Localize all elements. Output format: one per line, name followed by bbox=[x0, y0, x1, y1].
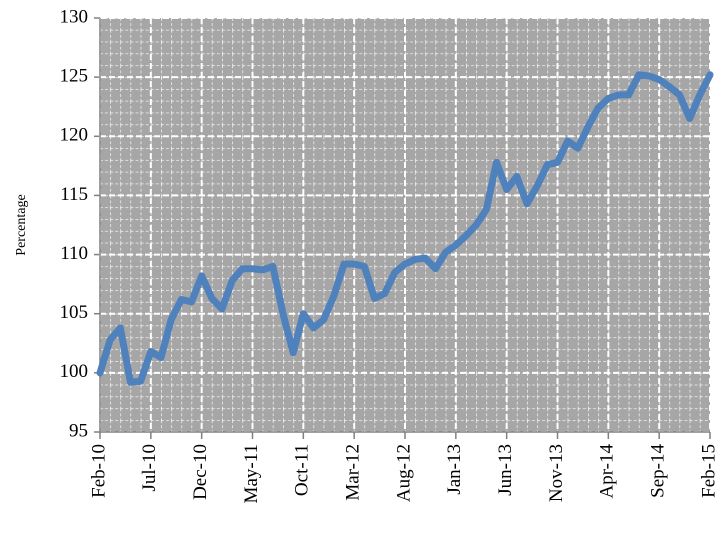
x-tick-label: Nov-13 bbox=[546, 444, 567, 502]
x-tick-label: Dec-10 bbox=[190, 444, 211, 500]
x-tick-label: Jan-13 bbox=[444, 444, 465, 495]
y-axis-label: Percentage bbox=[14, 194, 29, 255]
x-tick-label: May-11 bbox=[241, 444, 262, 503]
x-tick-label: Jun-13 bbox=[495, 444, 516, 496]
x-tick-label: Feb-15 bbox=[698, 444, 719, 498]
y-tick-label: 115 bbox=[60, 184, 88, 205]
x-tick-label: Apr-14 bbox=[597, 444, 618, 499]
x-tick-label: Oct-11 bbox=[292, 444, 313, 496]
y-tick-label: 120 bbox=[60, 125, 89, 146]
y-tick-label: 95 bbox=[69, 420, 88, 441]
y-tick-label: 100 bbox=[60, 361, 89, 382]
x-tick-label: Mar-12 bbox=[343, 444, 364, 501]
x-tick-label: Aug-12 bbox=[393, 444, 414, 502]
data-line bbox=[96, 71, 714, 386]
y-tick-label: 105 bbox=[60, 302, 89, 323]
x-tick-label: Jul-10 bbox=[139, 444, 160, 492]
y-tick-label: 130 bbox=[60, 6, 89, 27]
y-tick-label: 125 bbox=[60, 66, 89, 87]
x-tick-label: Sep-14 bbox=[648, 444, 669, 498]
x-tick-label: Feb-10 bbox=[88, 444, 109, 498]
y-tick-label: 110 bbox=[60, 243, 88, 264]
